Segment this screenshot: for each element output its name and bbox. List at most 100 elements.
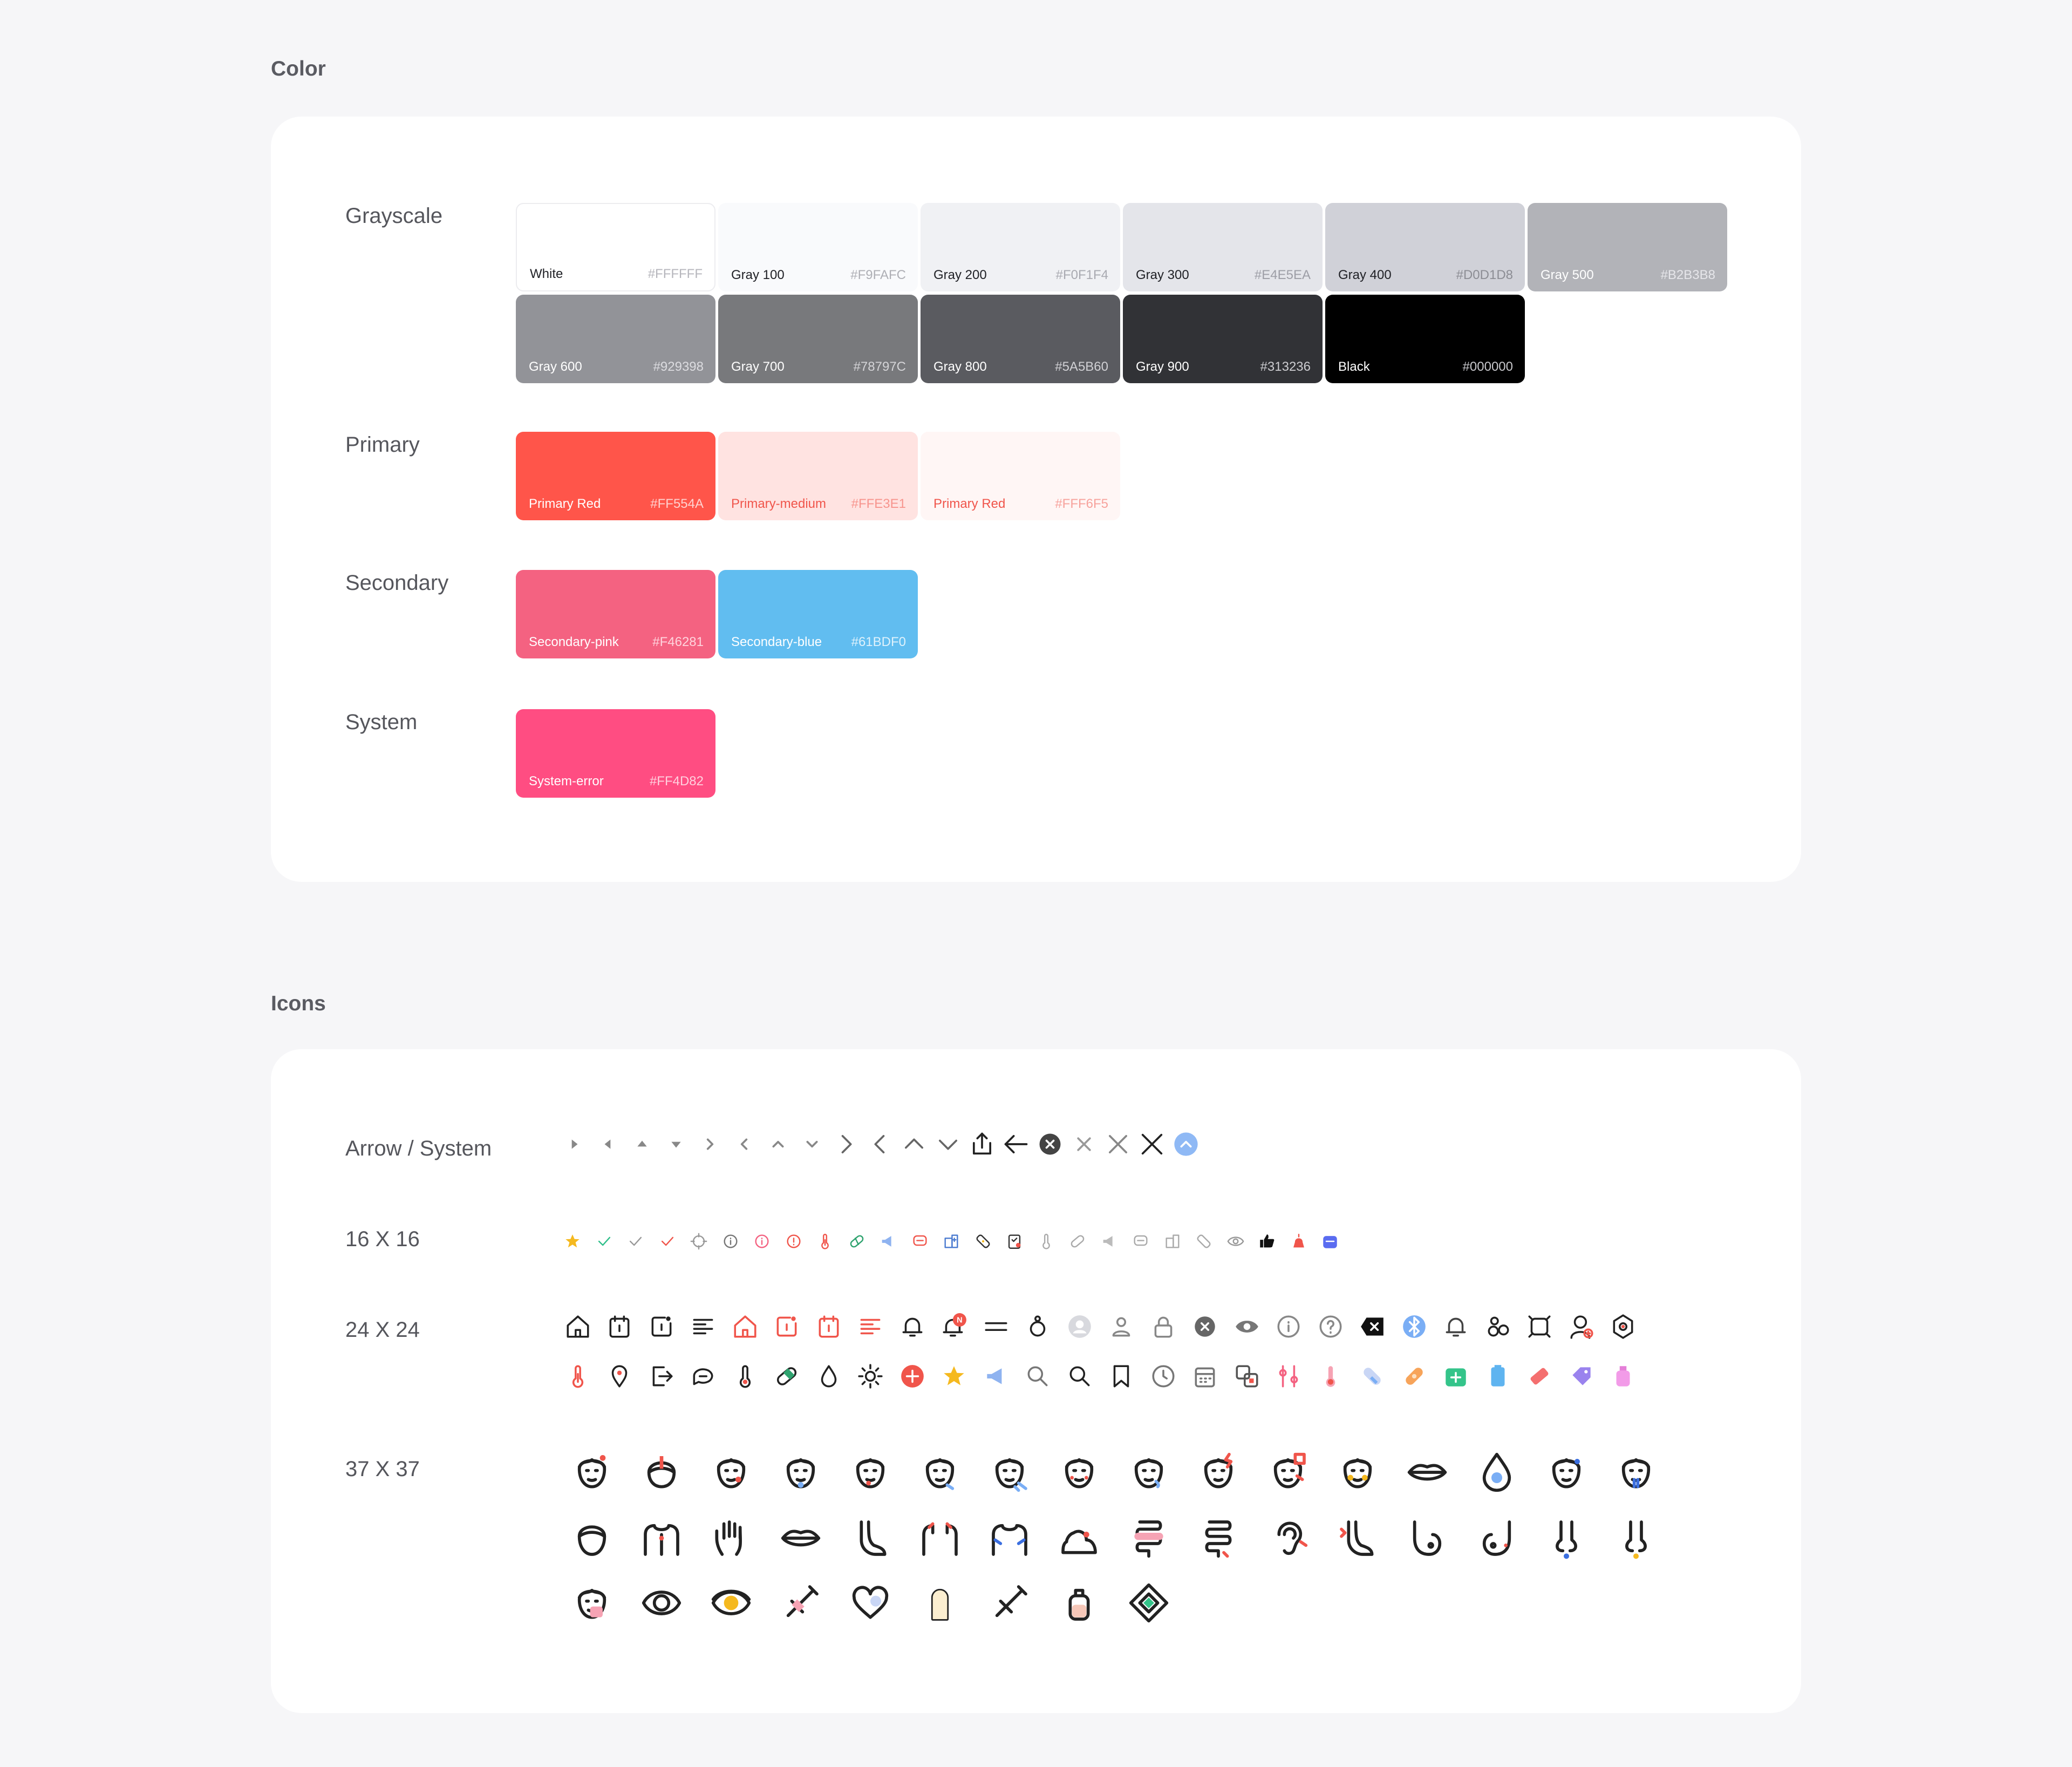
caret-up-icon (625, 1128, 659, 1160)
edit-square-icon (640, 1310, 683, 1343)
swatch-hex: #F9FAFC (850, 268, 906, 282)
caret-right-icon (557, 1128, 591, 1160)
info-circle-icon (715, 1225, 747, 1258)
bandage-gray-icon (1188, 1225, 1220, 1258)
arrow-system-label: Arrow / System (345, 1137, 492, 1160)
arrow-system-icon-row (557, 1128, 1203, 1160)
list-red-icon (850, 1310, 892, 1343)
bell-gray-icon (1435, 1310, 1477, 1343)
swatch-hex: #929398 (653, 359, 704, 374)
swatch-gray-800: Gray 800 #5A5B60 (921, 295, 1120, 383)
swatch-hex: #000000 (1462, 359, 1513, 374)
leg-icon (835, 1517, 905, 1560)
thermometer-icon (557, 1360, 599, 1392)
tag-purple-icon (1560, 1360, 1603, 1392)
thumbs-up-icon (1251, 1225, 1283, 1258)
lips-icon (1392, 1451, 1462, 1494)
intestine-icon (1183, 1517, 1253, 1560)
close-large-icon (1135, 1128, 1169, 1160)
swatch-name: Gray 500 (1541, 268, 1594, 282)
eye-yellow-icon (696, 1581, 766, 1625)
swatch-name: Gray 100 (731, 268, 785, 282)
caret-down-icon (659, 1128, 693, 1160)
edit-square-red-icon (766, 1310, 808, 1343)
bottle-pink-icon (1603, 1360, 1645, 1392)
close-medium-icon (1101, 1128, 1135, 1160)
megaphone-icon (873, 1225, 904, 1258)
nose-yellow-icon (1601, 1517, 1671, 1560)
swatch-name: Secondary-blue (731, 635, 822, 649)
megaphone-blue-icon (975, 1360, 1017, 1392)
icons-panel: Arrow / System 16 X 16 24 X 24 37 X 37 N (271, 1049, 1801, 1713)
face-pain-icon (1183, 1451, 1253, 1494)
calendar-gray-icon (1184, 1360, 1226, 1392)
chevron-down-small-icon (795, 1128, 829, 1160)
swatch-hex: #F46281 (652, 635, 704, 649)
color-section-title: Color (271, 57, 326, 80)
face-headache-icon (557, 1451, 626, 1494)
swatch-gray-300: Gray 300 #E4E5EA (1123, 203, 1323, 291)
syringe-icon (974, 1581, 1044, 1625)
clipboard-icon (999, 1225, 1031, 1258)
baby-bottle-icon (1044, 1581, 1114, 1625)
system-label: System (345, 710, 418, 734)
size37-label: 37 X 37 (345, 1457, 420, 1481)
swatch-hex: #5A5B60 (1055, 359, 1108, 374)
eye-icon (1220, 1225, 1252, 1258)
pills-heart-icon (835, 1581, 905, 1625)
face-sweat-icon (1114, 1451, 1183, 1494)
thermometer-icon (809, 1225, 841, 1258)
swatch-name: Gray 400 (1338, 268, 1392, 282)
swatch-hex: #313236 (1260, 359, 1311, 374)
doctor-icon (1560, 1310, 1603, 1343)
syringe-red-icon (766, 1581, 835, 1625)
close-small-icon (1067, 1128, 1101, 1160)
swatch-hex: #FFF6F5 (1055, 497, 1108, 511)
bookmark-icon (1101, 1360, 1143, 1392)
logout-icon (640, 1360, 683, 1392)
pill-icon (841, 1225, 873, 1258)
swatch-name: White (530, 267, 563, 281)
swatch-hex: #FF554A (650, 497, 704, 511)
face-cough-icon (905, 1451, 974, 1494)
swatch-name: Primary-medium (731, 497, 827, 511)
chevron-up-small-icon (761, 1128, 795, 1160)
thermometer-pink-icon (1310, 1360, 1352, 1392)
swatch-gray-700: Gray 700 #78797C (718, 295, 918, 383)
swatch-name: Primary Red (933, 497, 1006, 511)
megaphone-gray-icon (1094, 1225, 1126, 1258)
swatch-hex: #FFFFFF (648, 267, 703, 281)
patch-icon (1114, 1581, 1183, 1625)
info-circle-pink-icon (746, 1225, 778, 1258)
target-icon (683, 1225, 715, 1258)
info-circle-red-icon (778, 1225, 810, 1258)
swatch-gray-200: Gray 200 #F0F1F4 (921, 203, 1120, 291)
check-gray-icon (620, 1225, 652, 1258)
search-gray-icon (1017, 1360, 1059, 1392)
home-red-icon (724, 1310, 766, 1343)
capsule-icon (905, 1581, 974, 1625)
swatch-hex: #F0F1F4 (1055, 268, 1108, 282)
battery-blue-icon (1477, 1360, 1519, 1392)
swatch-name: Primary Red (529, 497, 601, 511)
pill-gray-icon (1062, 1225, 1094, 1258)
oxygen-drop-icon (1462, 1451, 1531, 1494)
filter-pink-icon (1268, 1360, 1310, 1392)
caret-left-icon (591, 1128, 625, 1160)
swatch-gray-600: Gray 600 #929398 (516, 295, 715, 383)
first-aid-green-icon (1435, 1360, 1477, 1392)
size16-label: 16 X 16 (345, 1227, 420, 1251)
share-icon (965, 1128, 999, 1160)
hospital-icon (936, 1225, 967, 1258)
help-icon (1310, 1310, 1352, 1343)
bloating-icon (1044, 1517, 1114, 1560)
hospital-gray-icon (1157, 1225, 1189, 1258)
menu-icon (975, 1310, 1017, 1343)
calendar-red-icon (808, 1310, 850, 1343)
bluetooth-icon (1393, 1310, 1435, 1343)
swatch-name: Gray 300 (1136, 268, 1189, 282)
chat-icon (904, 1225, 936, 1258)
swatch-gray-500: Gray 500 #B2B3B8 (1528, 203, 1727, 291)
face-cheek-icon (696, 1451, 766, 1494)
scroll-top-icon (1169, 1128, 1203, 1160)
